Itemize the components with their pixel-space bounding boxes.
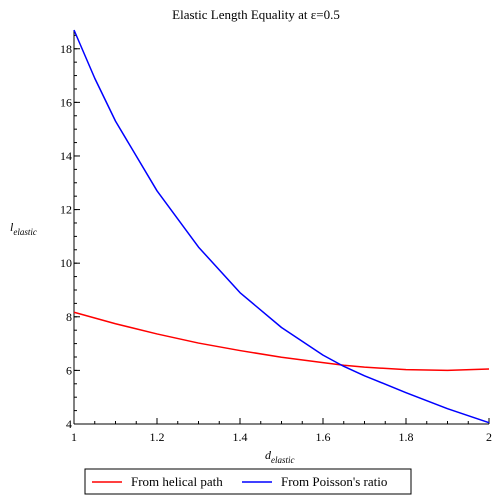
y-axis-label: lelastic bbox=[10, 220, 37, 237]
y-tick-label: 16 bbox=[60, 95, 72, 109]
legend-label-helical: From helical path bbox=[131, 474, 223, 489]
x-tick-label: 1.6 bbox=[316, 430, 331, 444]
y-tick-label: 12 bbox=[60, 203, 72, 217]
y-tick-label: 10 bbox=[60, 256, 72, 270]
x-axis-label-sub: elastic bbox=[271, 455, 295, 465]
y-axis-label-base: l bbox=[10, 220, 14, 234]
y-tick-label: 4 bbox=[66, 417, 72, 431]
y-tick-label: 6 bbox=[66, 363, 72, 377]
x-tick-label: 1 bbox=[71, 430, 77, 444]
axes: 1 1.2 1.4 1.6 1.8 2 4 6 8 10 12 14 16 18 bbox=[60, 30, 492, 444]
chart-title: Elastic Length Equality at ε=0.5 bbox=[172, 7, 340, 22]
x-tick-label: 2 bbox=[486, 430, 492, 444]
x-tick-label: 1.8 bbox=[399, 430, 414, 444]
x-tick-label: 1.4 bbox=[233, 430, 248, 444]
legend-label-poisson: From Poisson's ratio bbox=[281, 474, 387, 489]
y-tick-label: 18 bbox=[60, 42, 72, 56]
series-line-poissons-ratio bbox=[73, 29, 490, 424]
x-axis-label-base: d bbox=[265, 448, 272, 462]
legend: From helical path From Poisson's ratio bbox=[84, 468, 412, 495]
x-tick-label: 1.2 bbox=[150, 430, 165, 444]
x-axis-label: delastic bbox=[265, 448, 295, 465]
y-axis-label-sub: elastic bbox=[13, 227, 37, 237]
y-tick-label: 8 bbox=[66, 310, 72, 324]
series-line-helical-path bbox=[73, 311, 490, 372]
y-tick-label: 14 bbox=[60, 149, 72, 163]
series-layer bbox=[73, 29, 490, 424]
